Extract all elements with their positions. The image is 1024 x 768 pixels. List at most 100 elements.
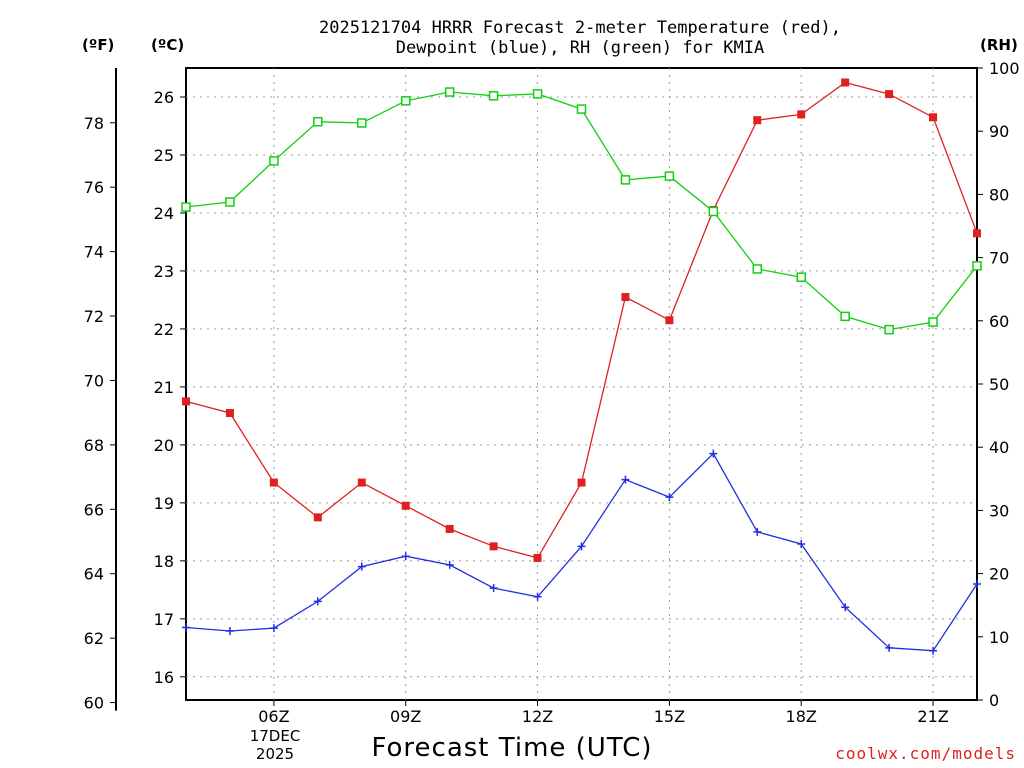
fahrenheit-tick-label: 66 <box>84 500 104 519</box>
temperature-point <box>753 116 762 125</box>
temperature-point <box>797 110 806 119</box>
celsius-tick-label: 24 <box>154 204 174 223</box>
plot-frame <box>185 67 978 701</box>
rh-tick-label: 0 <box>989 691 999 710</box>
fahrenheit-unit-label: (ºF) <box>82 36 115 54</box>
temperature-point <box>973 229 981 238</box>
rh-point <box>708 206 719 217</box>
date-label-year: 2025 <box>255 745 295 763</box>
dewpoint-point <box>401 552 410 561</box>
rh-point <box>444 87 455 97</box>
celsius-tick-label: 26 <box>154 88 174 107</box>
temperature-point <box>885 90 894 99</box>
dewpoint-point <box>797 540 806 549</box>
rh-tick-label: 80 <box>989 185 1009 204</box>
rh-tick-label: 30 <box>989 501 1009 520</box>
rh-tick-label: 20 <box>989 565 1009 584</box>
temperature-point <box>357 478 366 487</box>
dewpoint-point <box>709 449 718 458</box>
fahrenheit-tick-label: 68 <box>84 436 104 455</box>
temperature-point <box>269 478 278 487</box>
rh-point <box>884 324 894 335</box>
rh-tick-label: 90 <box>989 122 1009 141</box>
rh-point <box>400 96 411 106</box>
rh-tick-label: 10 <box>989 628 1009 647</box>
fahrenheit-tick-label: 78 <box>84 114 104 133</box>
celsius-tick-label: 21 <box>154 378 174 397</box>
rh-point <box>181 202 191 212</box>
fahrenheit-tick-label: 70 <box>84 371 104 390</box>
rh-point <box>357 118 367 128</box>
dewpoint-point <box>225 627 234 636</box>
rh-tick-label: 100 <box>989 59 1020 78</box>
dewpoint-point <box>489 584 498 593</box>
dewpoint-point <box>929 646 938 655</box>
x-tick-label: 06Z <box>258 707 289 726</box>
x-tick-label: 09Z <box>390 707 421 726</box>
temperature-point <box>445 524 454 533</box>
temperature-point <box>313 513 322 522</box>
x-tick-label: 21Z <box>917 707 948 726</box>
x-tick-label: 18Z <box>786 707 817 726</box>
rh-point <box>840 311 850 322</box>
dewpoint-point <box>357 562 366 571</box>
temperature-point <box>841 78 850 87</box>
dewpoint-point <box>753 527 762 536</box>
dewpoint-point <box>269 624 278 633</box>
dewpoint-point <box>313 597 322 606</box>
rh-tick-label: 40 <box>989 438 1009 457</box>
dewpoint-point <box>841 603 850 612</box>
rh-point <box>269 156 279 166</box>
dewpoint-point <box>445 560 454 569</box>
rh-unit-label: (RH) <box>980 36 1018 54</box>
fahrenheit-tick-label: 72 <box>84 307 104 326</box>
dewpoint-point <box>973 580 981 589</box>
celsius-tick-label: 18 <box>154 552 174 571</box>
temperature-point <box>621 293 630 302</box>
celsius-tick-label: 19 <box>154 494 174 513</box>
rh-tick-label: 50 <box>989 375 1009 394</box>
temperature-point <box>401 501 410 510</box>
rh-point <box>972 261 982 271</box>
fahrenheit-tick-label: 76 <box>84 178 104 197</box>
x-tick-label: 15Z <box>654 707 685 726</box>
x-tick-label: 12Z <box>522 707 553 726</box>
dewpoint-point <box>182 623 190 632</box>
fahrenheit-tick-label: 62 <box>84 629 104 648</box>
rh-point <box>576 104 587 114</box>
fahrenheit-tick-label: 74 <box>84 243 104 262</box>
celsius-tick-label: 22 <box>154 320 174 339</box>
rh-point <box>313 116 323 127</box>
date-label-day: 17DEC <box>249 727 301 745</box>
rh-point <box>796 272 806 282</box>
rh-point <box>928 317 938 327</box>
temperature-point <box>577 478 586 487</box>
rh-tick-label: 70 <box>989 249 1009 268</box>
rh-point <box>488 91 499 101</box>
rh-series-line <box>185 91 978 331</box>
temperature-point <box>489 542 498 551</box>
temperature-point <box>665 316 674 325</box>
celsius-tick-label: 16 <box>154 668 174 687</box>
rh-point <box>532 89 543 99</box>
dewpoint-point <box>533 592 542 601</box>
rh-point <box>620 175 631 185</box>
x-axis-title: Forecast Time (UTC) <box>371 733 653 763</box>
celsius-tick-label: 20 <box>154 436 174 455</box>
rh-tick-label: 60 <box>989 312 1009 331</box>
temperature-point <box>533 553 542 562</box>
celsius-unit-label: (ºC) <box>151 36 185 54</box>
chart-title-line2: Dewpoint (blue), RH (green) for KMIA <box>395 38 765 58</box>
rh-point <box>752 264 763 274</box>
rh-point <box>664 171 675 181</box>
celsius-tick-label: 17 <box>154 610 174 629</box>
temperature-point <box>225 408 234 417</box>
temperature-point <box>929 113 938 122</box>
rh-point <box>225 197 235 207</box>
fahrenheit-tick-label: 60 <box>84 694 104 713</box>
dewpoint-point <box>577 542 586 551</box>
dewpoint-point <box>665 493 674 502</box>
fahrenheit-tick-label: 64 <box>84 565 104 584</box>
chart-title-line1: 2025121704 HRRR Forecast 2-meter Tempera… <box>319 18 841 38</box>
